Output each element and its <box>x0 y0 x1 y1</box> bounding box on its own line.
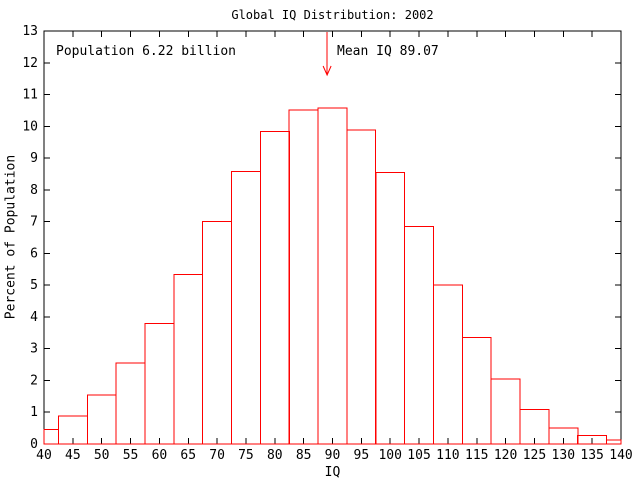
y-tick-label: 8 <box>30 183 38 198</box>
x-axis-label: IQ <box>324 465 341 480</box>
x-tick-label: 140 <box>609 448 632 463</box>
y-tick-label: 2 <box>30 373 38 388</box>
y-tick-label: 6 <box>30 246 38 261</box>
y-tick-label: 3 <box>30 342 38 357</box>
mean-arrow-head <box>322 65 332 77</box>
y-tick-label: 11 <box>22 88 38 103</box>
plot-border <box>43 30 622 445</box>
x-tick-label: 85 <box>296 448 312 463</box>
mean-annotation: Mean IQ 89.07 <box>337 44 439 59</box>
x-tick-label: 115 <box>465 448 488 463</box>
y-tick-label: 1 <box>30 405 38 420</box>
y-tick-label: 0 <box>30 437 38 452</box>
x-tick-label: 70 <box>209 448 225 463</box>
y-tick-label: 5 <box>30 278 38 293</box>
y-tick-label: 4 <box>30 310 38 325</box>
population-annotation: Population 6.22 billion <box>56 44 237 59</box>
x-tick-label: 100 <box>378 448 401 463</box>
x-tick-label: 60 <box>152 448 168 463</box>
y-tick-label: 10 <box>22 119 38 134</box>
histogram-bar <box>519 408 550 445</box>
x-tick-label: 55 <box>123 448 139 463</box>
x-tick-label: 130 <box>552 448 575 463</box>
x-tick-label: 50 <box>94 448 110 463</box>
y-tick-label: 9 <box>30 151 38 166</box>
y-tick-label: 12 <box>22 56 38 71</box>
x-tick-label: 95 <box>354 448 370 463</box>
x-tick-label: 110 <box>436 448 459 463</box>
histogram-bar <box>606 439 622 445</box>
x-tick-label: 125 <box>523 448 546 463</box>
x-tick-label: 105 <box>407 448 430 463</box>
x-tick-label: 135 <box>580 448 603 463</box>
x-tick-label: 120 <box>494 448 517 463</box>
x-tick-label: 75 <box>238 448 254 463</box>
x-tick-label: 90 <box>325 448 341 463</box>
x-tick-label: 65 <box>180 448 196 463</box>
x-tick-label: 40 <box>36 448 52 463</box>
x-tick-label: 45 <box>65 448 81 463</box>
chart-title: Global IQ Distribution: 2002 <box>231 8 434 22</box>
y-tick-label: 13 <box>22 24 38 39</box>
y-tick-label: 7 <box>30 215 38 230</box>
y-axis-label: Percent of Population <box>3 154 19 320</box>
x-tick-label: 80 <box>267 448 283 463</box>
